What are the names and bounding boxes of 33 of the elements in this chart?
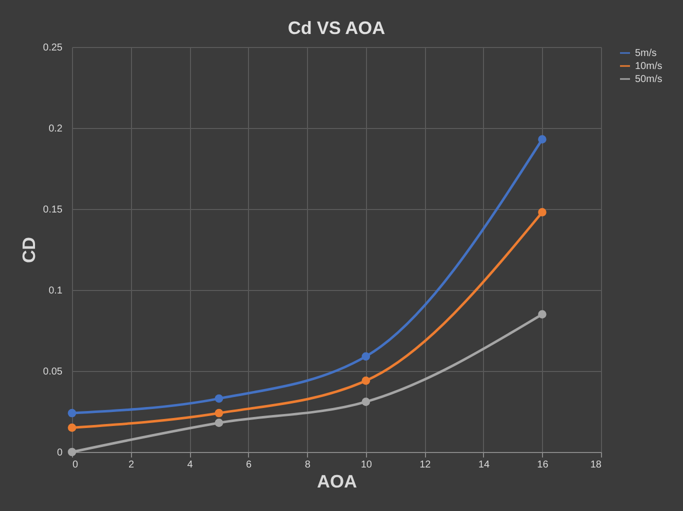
y-axis-title: CD [19, 237, 40, 263]
point [214, 394, 224, 403]
legend-label: 5m/s [635, 48, 657, 59]
legend-label: 50m/s [635, 74, 662, 85]
y-tick-label: 0.1 [48, 286, 63, 296]
x-tick-label: 2 [128, 460, 134, 470]
y-tick-label: 0.25 [43, 42, 63, 54]
point [538, 310, 546, 318]
y-tick-label: 0.2 [48, 124, 63, 134]
x-tick-label: 0 [72, 460, 78, 470]
point [68, 408, 76, 418]
y-tick-label: 0 [56, 448, 63, 458]
x-tick-label: 6 [246, 460, 252, 470]
chart-title: Cd VS AOA [288, 18, 386, 38]
x-tick-label: 18 [590, 460, 602, 470]
point [362, 376, 370, 385]
x-tick-label: 12 [420, 460, 432, 470]
point [362, 398, 370, 406]
point [538, 208, 546, 216]
legend-label: 10m/s [635, 61, 662, 72]
point [538, 135, 546, 144]
point [68, 424, 76, 432]
x-tick-label: 8 [304, 460, 311, 470]
point [362, 352, 370, 361]
x-tick-label: 14 [478, 460, 490, 470]
x-tick-label: 4 [187, 460, 194, 470]
x-tick-label: 10 [360, 460, 372, 470]
x-axis-title: AOA [317, 472, 357, 492]
point [214, 408, 224, 418]
y-tick-label: 0.15 [43, 204, 63, 216]
point [214, 418, 224, 428]
x-tick-label: 16 [537, 460, 549, 470]
y-tick-label: 0.05 [43, 366, 63, 378]
